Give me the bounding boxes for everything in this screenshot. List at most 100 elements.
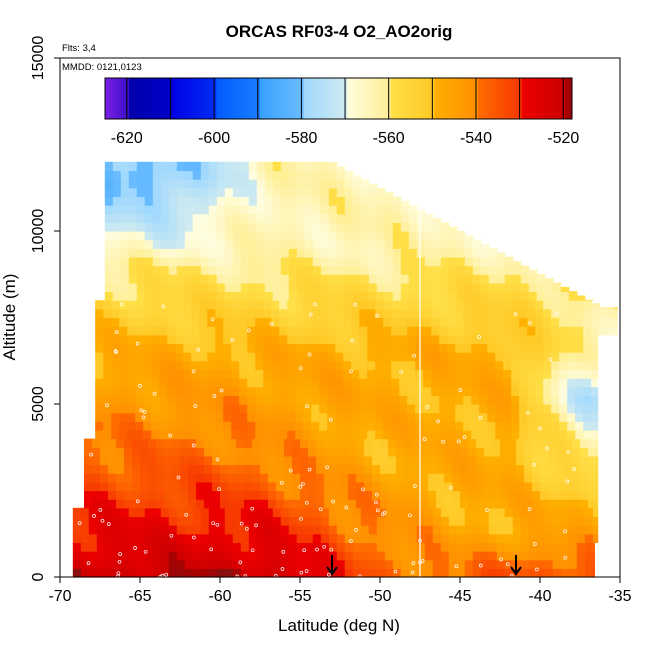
field-cell xyxy=(432,291,442,301)
field-cell xyxy=(183,429,192,440)
field-cell xyxy=(176,256,186,267)
field-cell xyxy=(96,525,106,535)
field-cell xyxy=(216,525,226,535)
field-cell xyxy=(575,317,584,327)
colorbar-segment xyxy=(445,78,449,119)
field-cell xyxy=(552,551,562,561)
field-cell xyxy=(247,369,256,379)
field-cell xyxy=(263,429,272,440)
field-cell xyxy=(336,256,346,267)
field-cell xyxy=(327,308,336,319)
sample-point xyxy=(375,313,380,318)
field-cell xyxy=(144,187,154,197)
field-cell xyxy=(120,274,130,284)
field-cell xyxy=(264,568,274,578)
field-cell xyxy=(288,274,298,284)
field-cell xyxy=(544,291,554,301)
field-cell xyxy=(452,447,461,457)
field-cell xyxy=(536,291,546,301)
field-cell xyxy=(404,447,413,457)
field-cell xyxy=(440,282,450,293)
field-cell xyxy=(416,291,426,301)
field-cell xyxy=(543,369,552,379)
field-cell xyxy=(152,516,162,526)
field-cell xyxy=(536,282,546,293)
field-cell xyxy=(144,533,154,543)
field-cell xyxy=(207,429,216,440)
field-cell xyxy=(152,568,162,578)
field-cell xyxy=(360,542,370,552)
field-cell xyxy=(336,170,346,180)
field-cell xyxy=(360,551,370,561)
field-cell xyxy=(335,386,344,396)
field-cell xyxy=(160,179,170,189)
field-cell xyxy=(212,447,221,457)
field-cell xyxy=(408,507,418,518)
field-cell xyxy=(127,412,136,422)
field-cell xyxy=(220,481,229,492)
field-cell xyxy=(116,490,125,500)
field-cell xyxy=(564,490,573,500)
field-cell xyxy=(519,334,528,345)
field-cell xyxy=(344,170,354,180)
field-cell xyxy=(543,352,552,362)
field-cell xyxy=(344,222,354,232)
field-cell xyxy=(536,507,546,518)
field-cell xyxy=(336,559,346,569)
field-cell xyxy=(319,421,328,431)
field-cell xyxy=(160,196,170,206)
field-cell xyxy=(215,412,224,422)
field-cell xyxy=(240,205,250,215)
field-cell xyxy=(543,404,552,414)
field-cell xyxy=(303,421,312,431)
field-cell xyxy=(511,326,520,336)
field-cell xyxy=(231,429,240,440)
colorbar-segment xyxy=(297,78,300,119)
field-cell xyxy=(447,395,456,405)
field-cell xyxy=(376,533,386,543)
field-cell xyxy=(300,473,309,483)
field-cell xyxy=(247,429,256,440)
field-cell xyxy=(424,222,434,232)
field-cell xyxy=(288,179,298,189)
field-cell xyxy=(144,231,154,241)
field-cell xyxy=(359,326,368,336)
x-axis: -70 -65 -60 -55 -50 -45 -40 -35 xyxy=(48,577,632,605)
sample-point xyxy=(105,403,109,408)
field-cell xyxy=(420,473,429,483)
field-cell xyxy=(200,161,210,172)
field-cell xyxy=(175,404,184,414)
field-cell xyxy=(252,455,261,466)
field-cell xyxy=(232,248,242,258)
field-cell xyxy=(239,369,248,379)
field-cell xyxy=(288,559,298,569)
field-cell xyxy=(183,317,192,327)
field-cell xyxy=(204,499,213,509)
field-cell xyxy=(367,369,376,379)
field-cell xyxy=(511,334,520,345)
field-cell xyxy=(264,256,274,267)
field-cell xyxy=(152,187,162,197)
field-cell xyxy=(280,196,290,206)
field-cell xyxy=(244,490,253,500)
field-cell xyxy=(576,542,586,552)
field-cell xyxy=(216,179,226,189)
field-cell xyxy=(159,360,168,370)
field-cell xyxy=(192,542,202,552)
field-cell xyxy=(232,179,242,189)
field-cell xyxy=(132,455,141,466)
field-cell xyxy=(236,447,245,457)
sample-point xyxy=(462,435,467,439)
field-cell xyxy=(188,481,197,492)
field-cell xyxy=(80,525,90,535)
colorbar-segment xyxy=(203,78,206,119)
colorbar-segment xyxy=(316,78,320,119)
field-cell xyxy=(348,438,357,448)
field-cell xyxy=(311,352,320,362)
field-cell xyxy=(536,542,546,552)
field-cell xyxy=(295,412,304,422)
field-cell xyxy=(471,412,480,422)
field-cell xyxy=(359,412,368,422)
field-cell xyxy=(128,170,138,180)
field-cell xyxy=(112,525,122,535)
